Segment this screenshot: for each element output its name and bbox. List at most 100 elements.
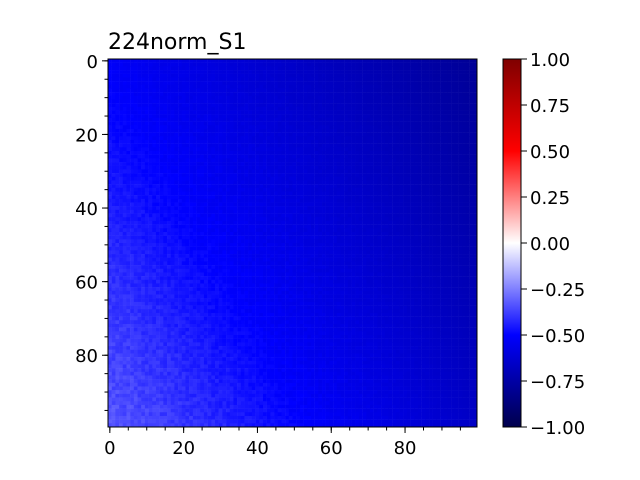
heatmap-cell xyxy=(411,239,415,243)
heatmap-cell xyxy=(230,133,234,137)
heatmap-cell xyxy=(156,99,160,103)
heatmap-cell xyxy=(444,228,448,232)
heatmap-cell xyxy=(359,166,363,170)
heatmap-cell xyxy=(293,133,297,137)
heatmap-cell xyxy=(422,228,426,232)
heatmap-cell xyxy=(429,136,433,140)
heatmap-cell xyxy=(300,81,304,85)
heatmap-cell xyxy=(293,107,297,111)
heatmap-cell xyxy=(119,228,123,232)
heatmap-cell xyxy=(318,199,322,203)
heatmap-cell xyxy=(138,96,142,100)
heatmap-cell xyxy=(182,140,186,144)
heatmap-cell xyxy=(329,180,333,184)
heatmap-cell xyxy=(329,122,333,126)
heatmap-cell xyxy=(126,221,130,225)
heatmap-cell xyxy=(123,122,127,126)
heatmap-cell xyxy=(211,191,215,195)
heatmap-cell xyxy=(278,92,282,96)
heatmap-cell xyxy=(337,107,341,111)
heatmap-cell xyxy=(178,228,182,232)
heatmap-cell xyxy=(366,85,370,89)
heatmap-cell xyxy=(466,203,470,207)
heatmap-cell xyxy=(344,158,348,162)
heatmap-cell xyxy=(149,136,153,140)
heatmap-cell xyxy=(185,125,189,129)
heatmap-cell xyxy=(208,103,212,107)
heatmap-cell xyxy=(281,155,285,159)
heatmap-cell xyxy=(167,188,171,192)
heatmap-cell xyxy=(163,199,167,203)
heatmap-cell xyxy=(359,203,363,207)
heatmap-cell xyxy=(462,147,466,151)
heatmap-cell xyxy=(200,63,204,67)
heatmap-cell xyxy=(119,184,123,188)
heatmap-cell xyxy=(152,214,156,218)
heatmap-cell xyxy=(329,188,333,192)
heatmap-cell xyxy=(388,77,392,81)
heatmap-cell xyxy=(245,122,249,126)
heatmap-cell xyxy=(226,214,230,218)
heatmap-cell xyxy=(348,228,352,232)
heatmap-cell xyxy=(149,221,153,225)
heatmap-cell xyxy=(138,118,142,122)
heatmap-cell xyxy=(230,173,234,177)
heatmap-cell xyxy=(455,59,459,63)
heatmap-cell xyxy=(160,236,164,240)
heatmap-cell xyxy=(182,173,186,177)
heatmap-cell xyxy=(174,173,178,177)
heatmap-cell xyxy=(149,199,153,203)
heatmap-cell xyxy=(433,122,437,126)
heatmap-cell xyxy=(388,206,392,210)
heatmap-cell xyxy=(355,103,359,107)
heatmap-cell xyxy=(274,228,278,232)
heatmap-cell xyxy=(381,125,385,129)
heatmap-cell xyxy=(267,144,271,148)
heatmap-cell xyxy=(126,217,130,221)
heatmap-cell xyxy=(263,129,267,133)
heatmap-cell xyxy=(455,151,459,155)
heatmap-cell xyxy=(226,232,230,236)
heatmap-cell xyxy=(278,144,282,148)
heatmap-cell xyxy=(256,81,260,85)
heatmap-cell xyxy=(160,74,164,78)
heatmap-cell xyxy=(429,88,433,92)
heatmap-cell xyxy=(163,63,167,67)
heatmap-cell xyxy=(281,125,285,129)
heatmap-cell xyxy=(145,228,149,232)
heatmap-cell xyxy=(444,125,448,129)
heatmap-cell xyxy=(377,74,381,78)
heatmap-cell xyxy=(119,221,123,225)
heatmap-cell xyxy=(189,144,193,148)
heatmap-cell xyxy=(333,88,337,92)
heatmap-cell xyxy=(193,206,197,210)
heatmap-cell xyxy=(451,133,455,137)
heatmap-cell xyxy=(171,133,175,137)
heatmap-cell xyxy=(403,147,407,151)
heatmap-cell xyxy=(278,77,282,81)
heatmap-cell xyxy=(318,99,322,103)
heatmap-cell xyxy=(396,77,400,81)
heatmap-cell xyxy=(304,88,308,92)
heatmap-cell xyxy=(300,147,304,151)
heatmap-cell xyxy=(267,173,271,177)
heatmap-cell xyxy=(359,188,363,192)
heatmap-cell xyxy=(337,140,341,144)
heatmap-cell xyxy=(307,125,311,129)
heatmap-cell xyxy=(311,203,315,207)
heatmap-cell xyxy=(215,225,219,229)
heatmap-cell xyxy=(126,232,130,236)
heatmap-cell xyxy=(156,144,160,148)
heatmap-cell xyxy=(278,66,282,70)
heatmap-cell xyxy=(119,114,123,118)
heatmap-cell xyxy=(333,158,337,162)
heatmap-cell xyxy=(462,96,466,100)
heatmap-cell xyxy=(344,88,348,92)
heatmap-cell xyxy=(167,92,171,96)
heatmap-cell xyxy=(215,232,219,236)
heatmap-cell xyxy=(296,210,300,214)
heatmap-cell xyxy=(337,210,341,214)
heatmap-cell xyxy=(160,140,164,144)
heatmap-cell xyxy=(422,118,426,122)
heatmap-cell xyxy=(322,169,326,173)
